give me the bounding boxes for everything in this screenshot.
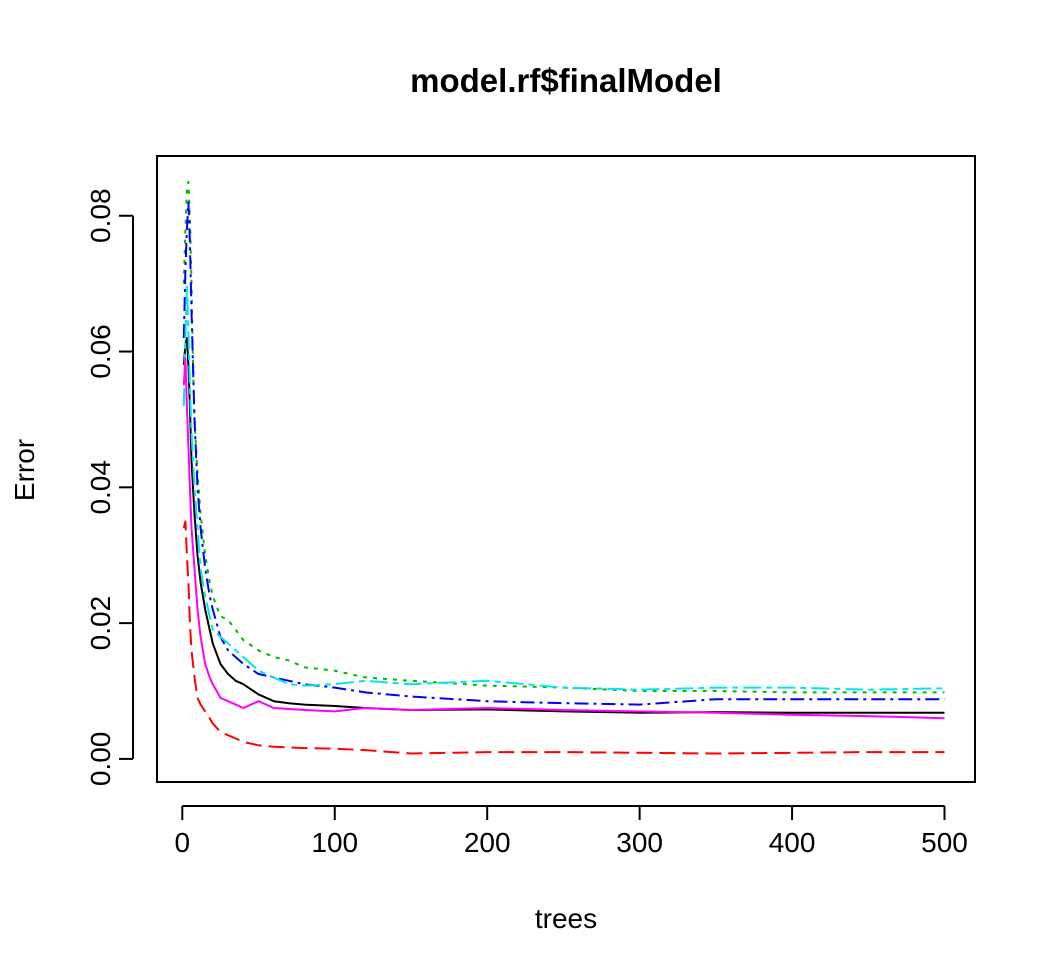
plot-frame	[156, 155, 976, 783]
x-tick-label: 300	[616, 827, 663, 858]
x-tick-label: 0	[175, 827, 191, 858]
series-line-6	[182, 357, 945, 720]
series-line-1	[182, 337, 945, 714]
y-tick-label: 0.08	[85, 188, 116, 243]
series-line-4	[182, 201, 945, 706]
x-axis: 0 100 200 300 400 500	[175, 805, 968, 858]
x-axis-label: trees	[535, 903, 597, 934]
series-line-3	[182, 180, 945, 694]
series-layer	[182, 180, 945, 755]
y-tick-label: 0.02	[85, 596, 116, 651]
x-tick-label: 100	[311, 827, 358, 858]
series-line-2	[182, 520, 945, 755]
y-axis: 0.00 0.02 0.04 0.06 0.08	[85, 188, 134, 787]
x-tick-label: 400	[769, 827, 816, 858]
x-tick-label: 500	[921, 827, 968, 858]
y-axis-label: Error	[9, 439, 40, 501]
y-tick-label: 0.06	[85, 324, 116, 379]
y-tick-label: 0.00	[85, 732, 116, 787]
series-line-5	[182, 282, 945, 691]
y-tick-label: 0.04	[85, 460, 116, 515]
x-tick-label: 200	[464, 827, 511, 858]
chart-title: model.rf$finalModel	[410, 62, 722, 99]
